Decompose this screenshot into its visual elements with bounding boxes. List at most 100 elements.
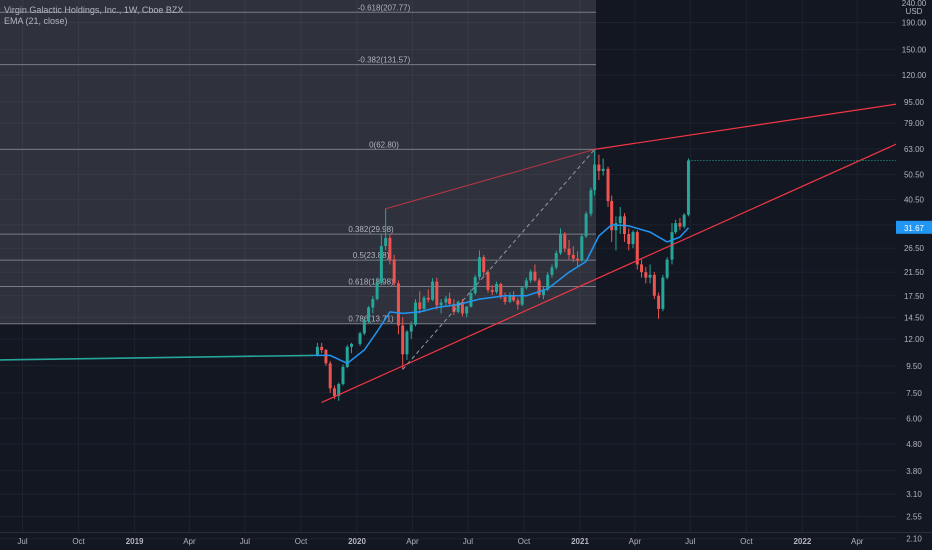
candle-body (682, 214, 686, 227)
candle-body (644, 272, 648, 278)
candle-body (614, 223, 618, 231)
fib-level-label: 0.618(18.98) (348, 277, 394, 286)
price-tick-label: 95.00 (904, 98, 925, 107)
candle-body (435, 281, 439, 306)
candle-body (503, 297, 507, 302)
candle-body (379, 246, 383, 283)
candle-body (350, 343, 354, 347)
candle-body (345, 346, 349, 367)
candle-body (657, 295, 661, 309)
candle-body (618, 216, 622, 224)
candle-body (409, 324, 413, 332)
candle-body (358, 333, 362, 344)
trendlines[interactable] (321, 102, 904, 403)
trendline-lower_red (321, 140, 904, 403)
candle-body (631, 232, 635, 244)
candle-body (460, 301, 464, 314)
flat-price-line (0, 354, 314, 361)
candlesticks (315, 149, 690, 401)
time-tick-label: 2022 (793, 537, 811, 546)
time-tick-label: Apr (406, 537, 419, 546)
candle-body (422, 297, 426, 309)
price-tick-label: 79.00 (904, 119, 925, 128)
fib-level-label: -0.382(131.57) (358, 56, 411, 65)
candle-body (686, 160, 690, 215)
candle-body (576, 258, 580, 261)
time-tick-label: 2020 (348, 537, 366, 546)
candle-body (601, 168, 605, 171)
fib-level-label: 0.382(29.98) (348, 225, 394, 234)
candle-body (324, 350, 328, 364)
candle-body (678, 223, 682, 227)
price-axis-currency: USD (906, 7, 923, 16)
candle-body (413, 302, 417, 325)
candle-body (665, 259, 669, 278)
candle-body (512, 295, 516, 301)
candle-body (439, 302, 443, 306)
fib-level-label: 0(62.80) (369, 140, 399, 149)
candle-body (362, 320, 366, 334)
candle-body (465, 306, 469, 314)
candle-body (332, 388, 336, 396)
candle-body (337, 384, 341, 396)
last-price-badge-label: 31.67 (904, 224, 925, 233)
price-tick-label: 190.00 (902, 19, 927, 28)
candle-body (648, 274, 652, 278)
price-tick-label: 4.80 (906, 440, 922, 449)
fib-level-label: 0.5(23.88) (353, 251, 390, 260)
candle-body (367, 307, 371, 321)
candle-body (550, 267, 554, 275)
candle-body (541, 289, 545, 296)
fib-zone (0, 0, 596, 324)
time-tick-label: 2019 (126, 537, 144, 546)
time-tick-label: Apr (183, 537, 196, 546)
price-tick-label: 21.50 (904, 268, 925, 277)
symbol-title: Virgin Galactic Holdings, Inc., 1W, Cboe… (4, 5, 184, 15)
candle-body (563, 234, 567, 249)
price-tick-label: 40.50 (904, 196, 925, 205)
price-tick-label: 3.80 (906, 467, 922, 476)
candle-body (537, 280, 541, 296)
price-tick-label: 7.50 (906, 389, 922, 398)
price-tick-label: 6.00 (906, 414, 922, 423)
candle-body (589, 190, 593, 214)
flat-price-segment (0, 354, 314, 361)
candle-body (490, 290, 494, 292)
time-tick-label: Jul (685, 537, 695, 546)
candle-body (469, 293, 473, 307)
candle-body (375, 282, 379, 300)
price-tick-label: 2.55 (906, 512, 922, 521)
price-tick-label: 150.00 (902, 46, 927, 55)
candle-body (315, 346, 319, 356)
candle-body (516, 300, 520, 305)
candle-body (640, 264, 644, 273)
time-tick-label: 2021 (571, 537, 589, 546)
candle-body (341, 366, 345, 385)
candle-body (482, 257, 486, 273)
candle-body (477, 257, 481, 278)
candle-body (554, 253, 558, 268)
candle-body (486, 272, 490, 291)
candle-body (452, 303, 456, 312)
fibonacci-retracement[interactable]: -0.618(207.77) -0.382(131.57) 0(62.80) 0.38… (0, 0, 596, 325)
price-tick-label: 3.10 (906, 490, 922, 499)
candle-body (388, 237, 392, 260)
time-axis[interactable]: Jul Oct 2019 Apr Jul Oct 2020 Apr Jul Oct 2021 Apr J… (0, 532, 932, 547)
time-tick-label: Oct (72, 537, 85, 546)
price-tick-label: 63.00 (904, 145, 925, 154)
candle-body (546, 274, 550, 290)
time-tick-label: Jul (17, 537, 27, 546)
candle-body (661, 277, 665, 309)
candle-body (597, 164, 601, 171)
price-axis-background (896, 0, 932, 532)
candle-body (444, 298, 448, 303)
candle-body (405, 331, 409, 355)
candle-body (529, 271, 533, 281)
candle-body (580, 236, 584, 261)
candle-body (567, 248, 571, 255)
time-tick-label: Jul (240, 537, 250, 546)
candle-body (426, 297, 430, 300)
price-axis[interactable]: USD 240.00 190.00 150.00 120.00 95.00 79.00 63… (896, 0, 932, 544)
time-tick-label: Oct (518, 537, 531, 546)
